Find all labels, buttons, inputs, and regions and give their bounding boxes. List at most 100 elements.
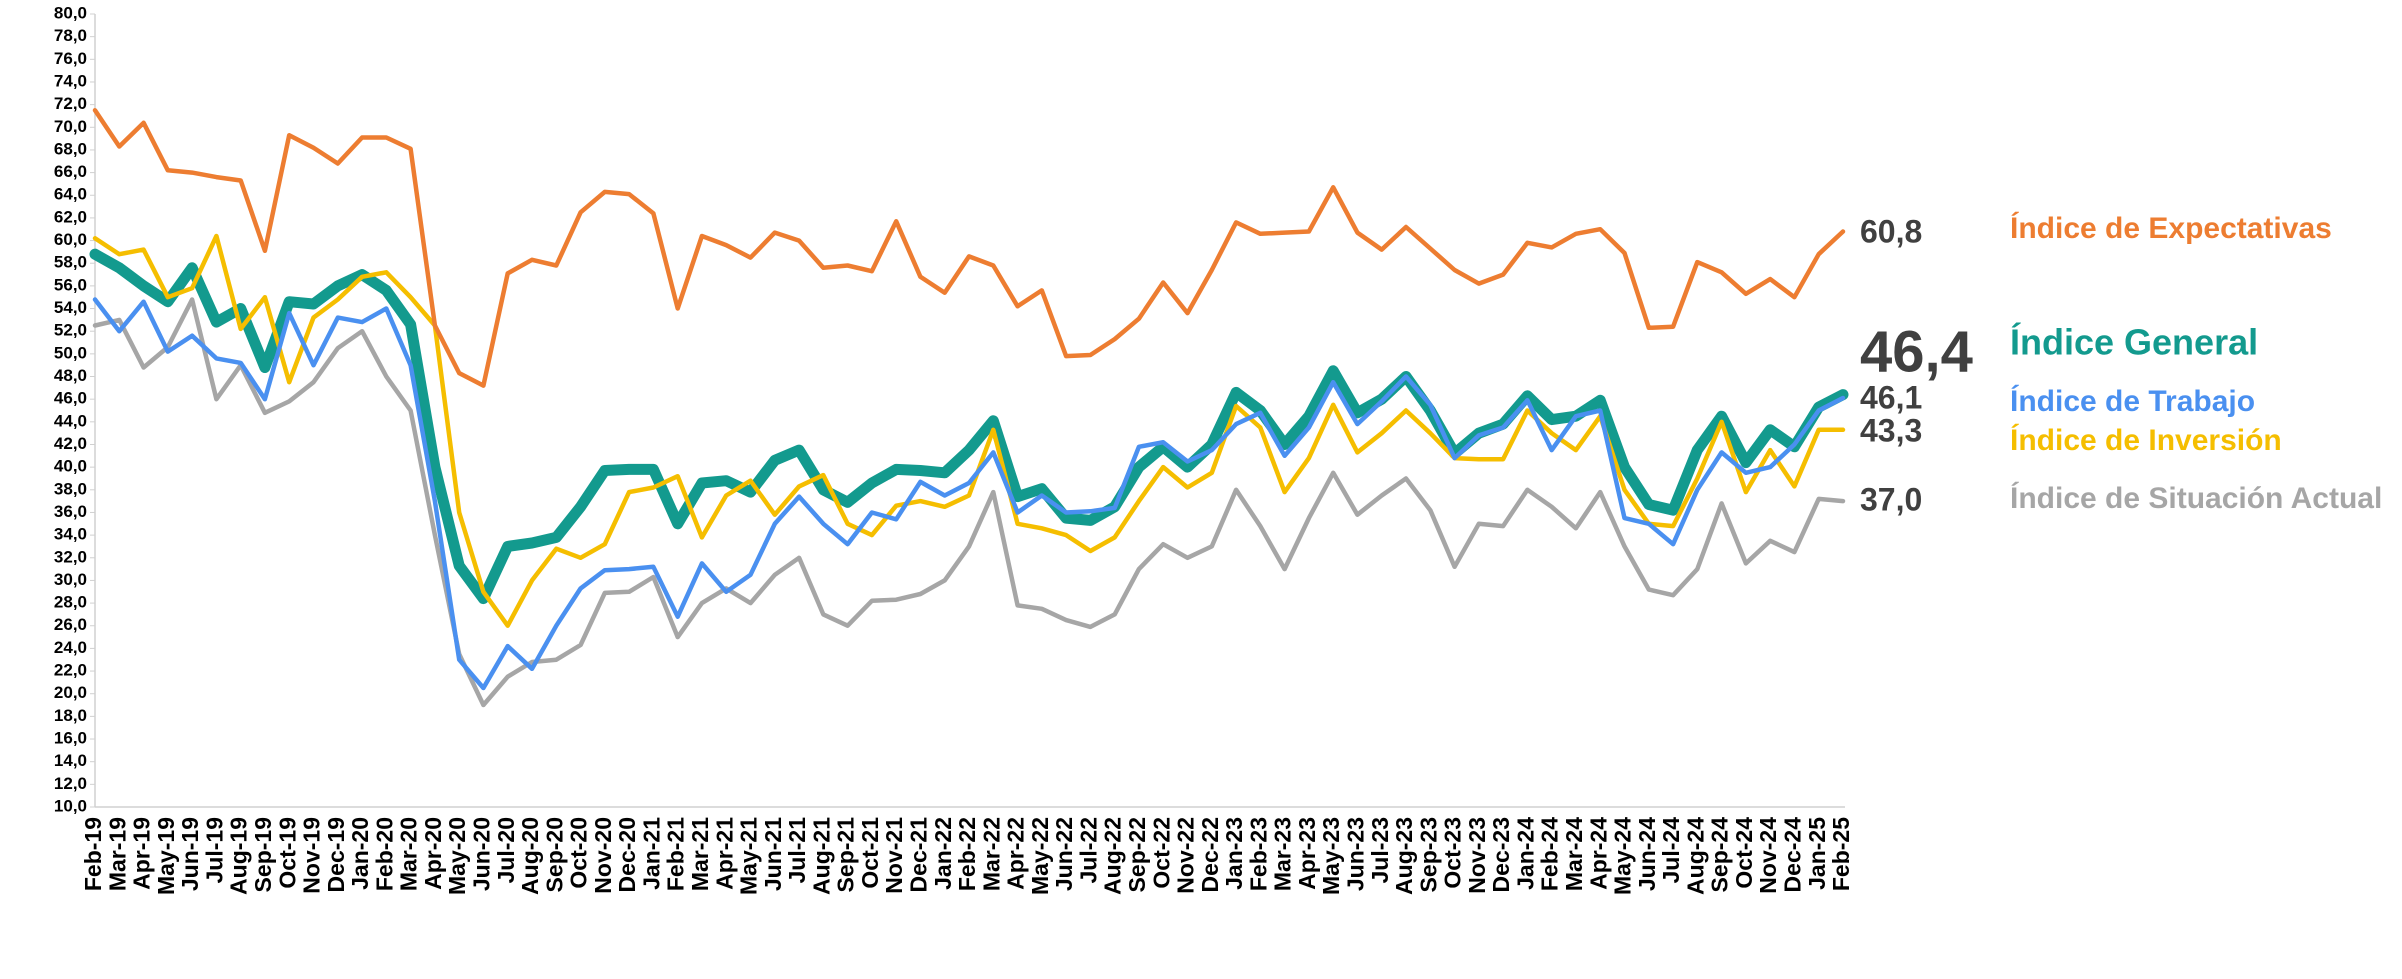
x-tick-label: Jan-25 [1804, 817, 1830, 890]
value-label: 37,0 [1860, 481, 1922, 517]
x-tick-label: Mar-23 [1270, 817, 1296, 891]
x-tick-label: Nov-20 [590, 817, 616, 894]
x-tick-label: Nov-21 [881, 817, 907, 894]
x-tick-label: Jul-23 [1367, 817, 1393, 883]
x-tick-label: Sep-24 [1707, 817, 1733, 893]
y-tick-label: 22,0 [54, 661, 87, 680]
x-tick-label: Mar-21 [687, 817, 713, 891]
x-tick-label: Nov-22 [1173, 817, 1199, 894]
y-tick-label: 44,0 [54, 411, 87, 430]
x-tick-label: Jan-23 [1221, 817, 1247, 890]
legend-label: Índice de Expectativas [2010, 211, 2332, 245]
y-tick-label: 30,0 [54, 570, 87, 589]
x-tick-label: Apr-22 [1003, 817, 1029, 890]
y-tick-label: 64,0 [54, 185, 87, 204]
x-tick-label: Aug-19 [226, 817, 252, 895]
y-tick-label: 54,0 [54, 298, 87, 317]
x-tick-label: Sep-22 [1124, 817, 1150, 892]
x-tick-label: Apr-19 [129, 817, 155, 890]
y-tick-label: 34,0 [54, 525, 87, 544]
series-line [92, 233, 1846, 628]
y-tick-label: 38,0 [54, 479, 87, 498]
x-tick-label: Dec-24 [1780, 817, 1806, 893]
y-tick-label: 76,0 [54, 49, 87, 68]
x-tick-label: Apr-21 [711, 817, 737, 890]
x-tick-label: Feb-22 [954, 817, 980, 891]
x-tick-label: Sep-23 [1415, 817, 1441, 892]
x-tick-label: Aug-22 [1100, 817, 1126, 895]
x-tick-label: Jun-23 [1343, 817, 1369, 891]
y-tick-label: 12,0 [54, 774, 87, 793]
x-tick-label: Aug-21 [808, 817, 834, 895]
x-tick-label: Oct-21 [857, 817, 883, 889]
y-tick-label: 32,0 [54, 547, 87, 566]
x-tick-label: Feb-19 [80, 817, 106, 891]
x-tick-label: Dec-20 [614, 817, 640, 892]
x-tick-label: Oct-20 [566, 817, 592, 889]
legend-label: Índice General [2010, 322, 2258, 363]
x-tick-label: Jan-24 [1512, 817, 1538, 890]
y-tick-label: 56,0 [54, 275, 87, 294]
series-line [92, 297, 1846, 708]
y-tick-label: 70,0 [54, 117, 87, 136]
y-tick-label: 14,0 [54, 751, 87, 770]
y-tick-label: 48,0 [54, 366, 87, 385]
x-tick-label: Jul-21 [784, 817, 810, 884]
x-tick-label: Jul-20 [493, 817, 519, 883]
y-tick-label: 80,0 [54, 3, 87, 22]
x-tick-label: Jun-20 [469, 817, 495, 891]
x-tick-label: Nov-19 [299, 817, 325, 894]
x-tick-label: Oct-22 [1148, 817, 1174, 889]
y-tick-label: 28,0 [54, 593, 87, 612]
x-tick-label: May-23 [1318, 817, 1344, 895]
x-tick-label: May-20 [444, 817, 470, 895]
series-line [92, 297, 1846, 691]
y-tick-label: 52,0 [54, 321, 87, 340]
x-tick-label: Feb-20 [371, 817, 397, 891]
x-tick-label: Sep-20 [541, 817, 567, 892]
value-label: 60,8 [1860, 213, 1922, 249]
x-tick-label: Dec-23 [1488, 817, 1514, 892]
x-tick-label: Nov-23 [1464, 817, 1490, 894]
x-tick-label: Oct-24 [1731, 817, 1757, 889]
x-tick-label: Apr-20 [420, 817, 446, 890]
y-tick-label: 58,0 [54, 253, 87, 272]
x-tick-label: Mar-19 [104, 817, 130, 891]
y-tick-label: 46,0 [54, 389, 87, 408]
x-tick-label: Jul-24 [1658, 817, 1684, 884]
y-tick-label: 60,0 [54, 230, 87, 249]
y-tick-label: 42,0 [54, 434, 87, 453]
y-tick-label: 50,0 [54, 343, 87, 362]
x-tick-label: Jun-22 [1051, 817, 1077, 891]
x-tick-label: Jun-24 [1634, 817, 1660, 891]
series-line [92, 108, 1846, 388]
value-label: 43,3 [1860, 412, 1922, 448]
x-tick-label: Jul-19 [201, 817, 227, 883]
x-tick-label: Aug-20 [517, 817, 543, 895]
x-tick-label: Mar-22 [978, 817, 1004, 891]
y-tick-label: 72,0 [54, 94, 87, 113]
y-tick-label: 24,0 [54, 638, 87, 657]
x-tick-label: Feb-25 [1828, 817, 1854, 891]
x-tick-label: Apr-23 [1294, 817, 1320, 890]
x-tick-label: Mar-20 [396, 817, 422, 891]
x-tick-label: Feb-23 [1245, 817, 1271, 891]
x-tick-label: Jul-22 [1075, 817, 1101, 883]
x-tick-label: Jun-19 [177, 817, 203, 891]
x-tick-label: Dec-19 [323, 817, 349, 892]
value-label: 46,4 [1860, 319, 1973, 384]
y-tick-label: 20,0 [54, 683, 87, 702]
legend-label: Índice de Inversión [2010, 423, 2282, 457]
x-tick-label: Sep-19 [250, 817, 276, 892]
x-tick-label: May-21 [736, 817, 762, 895]
series-line [89, 248, 1849, 605]
y-tick-label: 18,0 [54, 706, 87, 725]
y-tick-label: 40,0 [54, 457, 87, 476]
x-tick-label: Jan-21 [638, 817, 664, 890]
x-tick-label: Dec-21 [906, 817, 932, 893]
x-tick-label: Feb-24 [1537, 817, 1563, 891]
x-tick-label: Jun-21 [760, 817, 786, 891]
y-tick-label: 16,0 [54, 729, 87, 748]
y-tick-label: 62,0 [54, 207, 87, 226]
